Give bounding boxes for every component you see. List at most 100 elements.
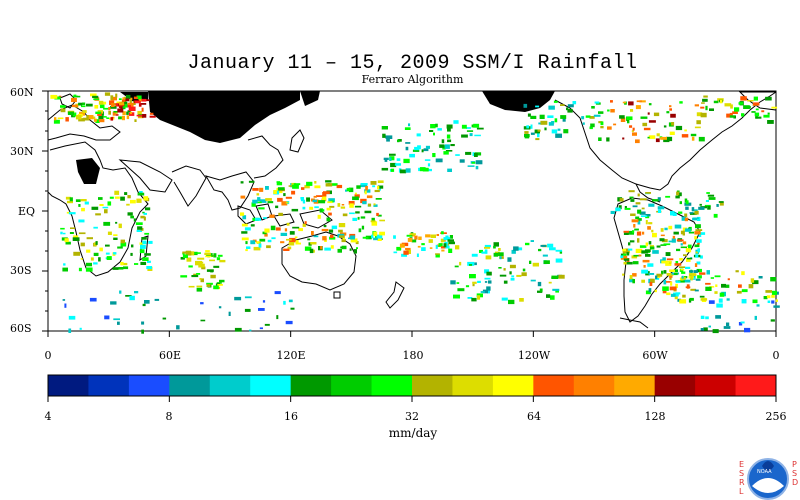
rainfall-pixel <box>555 258 563 263</box>
rainfall-pixel <box>729 115 735 118</box>
rainfall-pixel <box>666 281 672 283</box>
rainfall-pixel <box>93 226 98 229</box>
rainfall-pixel <box>252 199 258 204</box>
rainfall-pixel <box>259 327 263 330</box>
noaa-emblem-text: NOAA <box>757 469 772 475</box>
rainfall-pixel <box>670 211 675 216</box>
rainfall-pixel <box>435 158 443 163</box>
rainfall-pixel <box>126 111 129 115</box>
rainfall-pixel <box>488 280 492 284</box>
rainfall-pixel <box>706 270 710 275</box>
rainfall-pixel <box>358 228 362 233</box>
rainfall-pixel <box>201 266 206 270</box>
rainfall-pixel <box>619 198 624 202</box>
rainfall-pixel <box>636 100 642 103</box>
rainfall-pixel <box>690 133 697 137</box>
rainfall-pixel <box>146 266 152 270</box>
rainfall-pixel <box>656 245 661 248</box>
rainfall-pixel <box>441 139 445 144</box>
rainfall-pixel <box>93 262 98 265</box>
rainfall-pixel <box>325 180 332 183</box>
rainfall-pixel <box>340 206 346 209</box>
rainfall-pixel <box>180 275 188 278</box>
rainfall-pixel <box>241 223 248 227</box>
rainfall-pixel <box>130 252 133 256</box>
rainfall-pixel <box>719 292 725 297</box>
rainfall-pixel <box>79 327 82 330</box>
rainfall-pixel <box>74 95 81 98</box>
rainfall-pixel <box>709 286 715 288</box>
rainfall-pixel <box>259 238 266 242</box>
rainfall-pixel <box>455 245 460 250</box>
rainfall-pixel <box>691 136 695 141</box>
rainfall-pixel <box>629 240 635 243</box>
rainfall-pixel <box>707 194 715 197</box>
rainfall-pixel <box>435 244 438 249</box>
rainfall-pixel <box>115 221 118 224</box>
rainfall-pixel <box>637 220 641 225</box>
rainfall-pixel <box>245 249 248 252</box>
rainfall-pixel <box>689 212 694 214</box>
colorbar-swatch <box>533 375 575 396</box>
rainfall-pixel <box>205 255 212 258</box>
rainfall-pixel <box>648 222 653 225</box>
rainfall-pixel <box>386 139 390 142</box>
rainfall-pixel <box>65 117 69 122</box>
rainfall-pixel <box>312 249 315 253</box>
rainfall-pixel <box>313 235 319 238</box>
rainfall-pixel <box>705 105 708 111</box>
rainfall-pixel <box>635 216 640 219</box>
colorbar <box>47 374 777 402</box>
rainfall-pixel <box>250 240 256 245</box>
rainfall-pixel <box>365 235 372 240</box>
rainfall-pixel <box>316 195 323 197</box>
rainfall-pixel <box>276 315 279 320</box>
rainfall-pixel <box>139 249 145 254</box>
rainfall-pixel <box>676 239 684 242</box>
rainfall-pixel <box>310 242 317 245</box>
rainfall-pixel <box>636 231 642 236</box>
rainfall-pixel <box>246 246 251 249</box>
rainfall-pixel <box>288 242 295 246</box>
rainfall-pixel <box>446 134 451 139</box>
rainfall-pixel <box>700 232 706 235</box>
rainfall-pixel <box>751 111 756 113</box>
rainfall-pixel <box>763 296 768 300</box>
rainfall-pixel <box>770 319 775 322</box>
rainfall-pixel <box>567 108 573 113</box>
rainfall-pixel <box>143 99 150 102</box>
rainfall-pixel <box>671 122 675 126</box>
rainfall-pixel <box>622 273 625 276</box>
rainfall-pixel <box>738 322 743 326</box>
rainfall-pixel <box>80 242 85 247</box>
rainfall-pixel <box>80 258 83 260</box>
rainfall-pixel <box>645 192 651 194</box>
lon-label-0-east: 0 <box>772 349 780 362</box>
rainfall-pixel <box>129 99 132 103</box>
rainfall-pixel <box>54 117 57 121</box>
rainfall-pixel <box>291 208 299 212</box>
rainfall-pixel <box>339 235 345 238</box>
rainfall-pixel <box>484 246 491 249</box>
rainfall-pixel <box>118 116 122 120</box>
rainfall-pixel <box>770 277 777 282</box>
rainfall-pixel <box>718 298 723 303</box>
rainfall-pixel <box>136 95 142 100</box>
rainfall-pixel <box>447 127 451 132</box>
rainfall-pixel <box>471 161 476 164</box>
rainfall-pixel <box>557 128 561 131</box>
rainfall-pixel <box>114 190 120 195</box>
rainfall-pixel <box>283 193 286 197</box>
rainfall-pixel <box>670 293 676 297</box>
rainfall-pixel <box>337 203 341 207</box>
rainfall-pixel <box>266 245 271 249</box>
rainfall-pixel <box>361 225 365 230</box>
rainfall-pixel <box>114 196 120 199</box>
rainfall-pixel <box>396 246 402 251</box>
rainfall-pixel <box>98 115 104 120</box>
rainfall-pixel <box>73 94 77 97</box>
rainfall-pixel <box>631 219 639 223</box>
rainfall-pixel <box>600 121 604 126</box>
rainfall-pixel <box>142 303 146 307</box>
rainfall-pixel <box>108 107 111 111</box>
